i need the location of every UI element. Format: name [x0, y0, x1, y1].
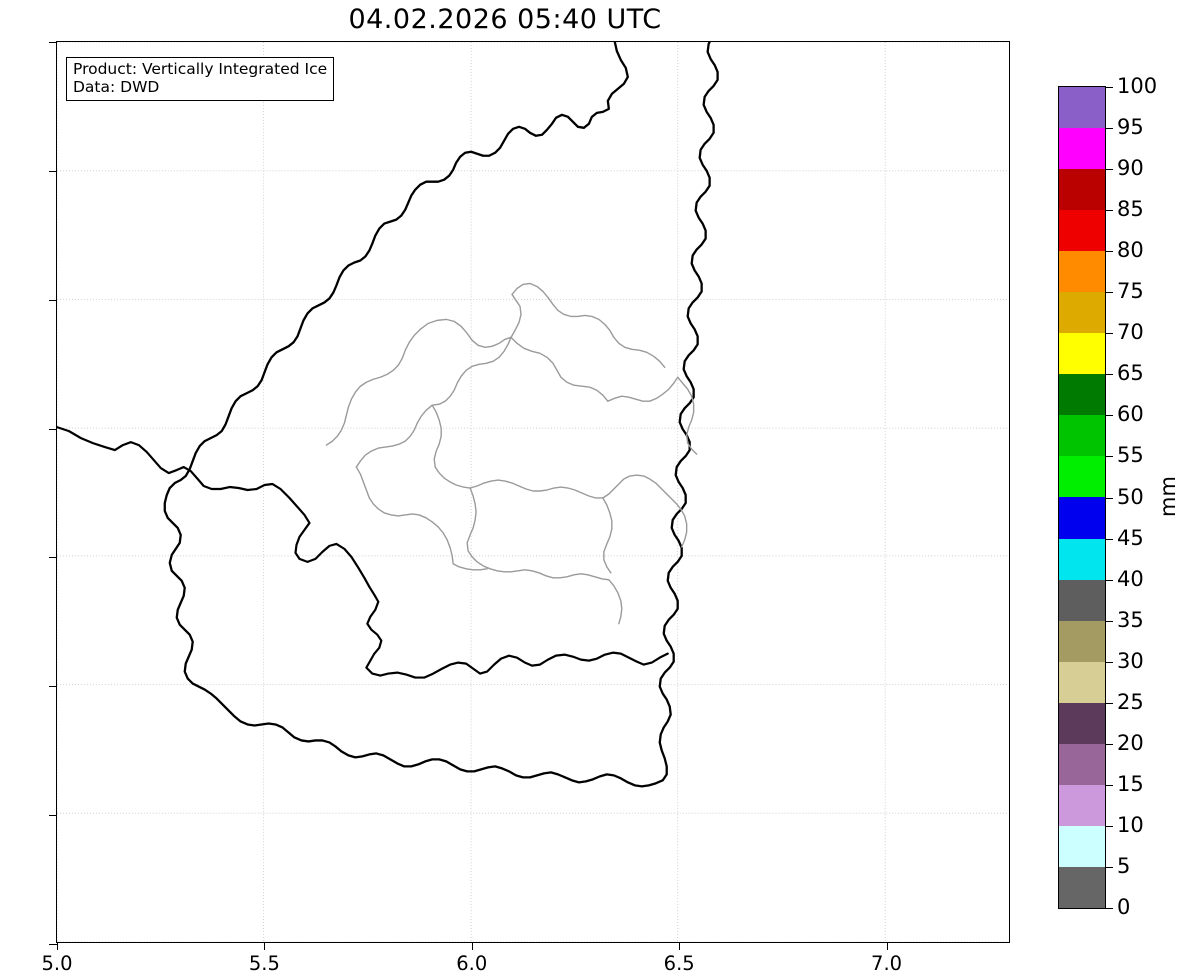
- colorbar-tick-label: 10: [1117, 812, 1144, 837]
- y-axis-tick: [49, 299, 57, 301]
- colorbar-tick-label: 80: [1117, 238, 1144, 263]
- colorbar-tick: [1106, 169, 1113, 171]
- x-axis-label: 5.0: [41, 952, 73, 975]
- colorbar-tick: [1106, 374, 1113, 376]
- colorbar-tick: [1106, 579, 1113, 581]
- colorbar-band: [1059, 374, 1105, 416]
- colorbar-tick-label: 25: [1117, 689, 1144, 714]
- colorbar-tick: [1106, 538, 1113, 540]
- x-axis-label: 6.5: [663, 952, 695, 975]
- colorbar-band: [1059, 169, 1105, 211]
- colorbar-tick: [1106, 333, 1113, 335]
- colorbar-tick-label: 100: [1117, 74, 1158, 98]
- colorbar-tick: [1106, 128, 1113, 130]
- colorbar-band: [1059, 661, 1105, 703]
- internal-administrative-borders: [325, 282, 698, 625]
- colorbar-band: [1059, 538, 1105, 580]
- colorbar-tick-label: 30: [1117, 648, 1144, 673]
- colorbar-tick-label: 95: [1117, 115, 1144, 140]
- colorbar-tick: [1106, 456, 1113, 458]
- colorbar-tick-label: 55: [1117, 443, 1144, 468]
- colorbar-tick: [1106, 908, 1113, 909]
- y-axis-tick: [49, 944, 57, 945]
- x-axis-tick: [679, 942, 681, 950]
- colorbar-band: [1059, 743, 1105, 785]
- colorbar-tick: [1106, 866, 1113, 868]
- colorbar-tick: [1106, 620, 1113, 622]
- x-axis-tick: [471, 942, 473, 950]
- colorbar[interactable]: 0 5 10 15 20 25 30 35 40 45 50 55 60 65 70 75 80 85 90 95 10…: [1058, 76, 1157, 918]
- colorbar-band: [1059, 579, 1105, 621]
- colorbar-tick: [1106, 415, 1113, 417]
- colorbar-tick-label: 50: [1117, 484, 1144, 509]
- colorbar-band: [1059, 251, 1105, 293]
- colorbar-band: [1059, 333, 1105, 375]
- x-axis-tick: [57, 942, 58, 950]
- colorbar-band: [1059, 784, 1105, 826]
- x-axis-label: 5.5: [248, 952, 280, 975]
- colorbar-tick: [1106, 825, 1113, 827]
- x-axis-tick: [264, 942, 266, 950]
- colorbar-band: [1059, 292, 1105, 334]
- colorbar-band: [1059, 702, 1105, 744]
- colorbar-tick-label: 0: [1117, 895, 1131, 919]
- colorbar-band: [1059, 128, 1105, 170]
- luxembourg-outline: [163, 42, 719, 788]
- colorbar-tick: [1106, 702, 1113, 704]
- data-source-label: Data: DWD: [73, 77, 160, 96]
- colorbar-tick-label: 75: [1117, 279, 1144, 304]
- colorbar-band: [1059, 620, 1105, 662]
- colorbar-tick: [1106, 784, 1113, 786]
- x-axis-label: 6.0: [456, 952, 488, 975]
- international-border-west: [57, 426, 669, 679]
- y-axis-tick: [49, 686, 57, 688]
- colorbar-tick: [1106, 497, 1113, 499]
- colorbar-tick-label: 45: [1117, 525, 1144, 550]
- colorbar-band: [1059, 497, 1105, 539]
- colorbar-unit-label: mm: [1156, 476, 1180, 517]
- colorbar-tick-label: 70: [1117, 320, 1144, 345]
- product-label: Product: Vertically Integrated Ice: [73, 60, 328, 78]
- colorbar-tick-label: 60: [1117, 402, 1144, 427]
- x-axis-label: 7.0: [871, 952, 903, 975]
- colorbar-tick: [1106, 251, 1113, 253]
- colorbar-tick: [1106, 292, 1113, 294]
- colorbar-tick-label: 35: [1117, 607, 1144, 632]
- colorbar-tick: [1106, 87, 1113, 88]
- colorbar-tick: [1106, 743, 1113, 745]
- colorbar-band: [1059, 825, 1105, 867]
- y-axis-tick: [49, 170, 57, 172]
- colorbar-tick-label: 15: [1117, 771, 1144, 796]
- y-axis-tick: [49, 42, 57, 43]
- colorbar-band: [1059, 87, 1105, 129]
- x-axis-tick: [886, 942, 888, 950]
- colorbar-tick-label: 40: [1117, 566, 1144, 591]
- map-plot-area[interactable]: Product: Vertically Integrated Ice Data:…: [41, 41, 1010, 973]
- y-axis-tick: [49, 815, 57, 817]
- y-axis-tick: [49, 428, 57, 430]
- geography-layer: [57, 42, 1009, 942]
- colorbar-tick-label: 85: [1117, 197, 1144, 222]
- colorbar-tick-label: 90: [1117, 156, 1144, 181]
- colorbar-tick-label: 5: [1117, 853, 1131, 878]
- colorbar-tick-label: 65: [1117, 361, 1144, 386]
- colorbar-tick: [1106, 661, 1113, 663]
- page-title: 04.02.2026 05:40 UTC: [348, 4, 662, 35]
- colorbar-band: [1059, 866, 1105, 908]
- colorbar-band: [1059, 210, 1105, 252]
- colorbar-band: [1059, 415, 1105, 457]
- y-axis-tick: [49, 557, 57, 559]
- luxembourg-national-border: [163, 42, 719, 788]
- colorbar-tick-label: 20: [1117, 730, 1144, 755]
- colorbar-band: [1059, 456, 1105, 498]
- product-info-box: Product: Vertically Integrated Ice Data:…: [66, 57, 335, 101]
- colorbar-tick: [1106, 210, 1113, 212]
